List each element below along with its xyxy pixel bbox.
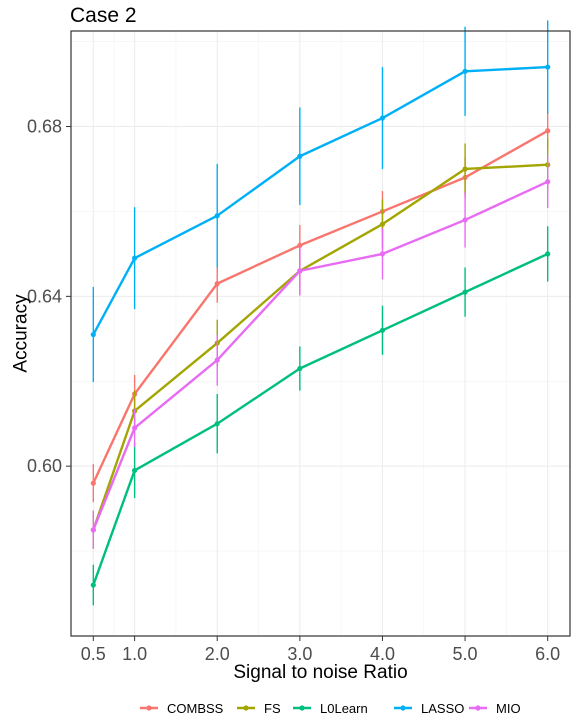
data-point-combss (297, 242, 303, 249)
x-tick-label: 1.0 (122, 644, 147, 664)
plot-grid (71, 31, 570, 636)
data-point-l0learn (379, 327, 386, 333)
x-tick-label: 3.0 (287, 644, 312, 664)
legend-item-l0learn: L0Learn (293, 701, 368, 716)
data-point-fs (379, 221, 386, 227)
series-l0learn (90, 226, 551, 606)
series-line-mio (92, 180, 549, 531)
data-point-lasso (462, 68, 468, 74)
series-mio (90, 155, 551, 549)
data-point-fs (462, 166, 468, 172)
legend-key-point-mio (475, 705, 481, 711)
legend-label-l0learn: L0Learn (320, 701, 368, 716)
y-tick-label: 0.60 (27, 456, 62, 476)
x-tick-label: 6.0 (535, 644, 560, 664)
legend-label-lasso: LASSO (421, 701, 464, 716)
series-line-lasso (92, 65, 548, 336)
data-point-combss (90, 480, 96, 486)
plot-panel-border (70, 30, 571, 637)
y-axis: 0.60 0.64 0.68 (27, 117, 71, 476)
legend-label-mio: MIO (496, 701, 521, 716)
legend-label-combss: COMBSS (167, 701, 224, 716)
data-point-mio (132, 425, 138, 431)
x-tick-label: 4.0 (370, 644, 395, 664)
legend-item-fs: FS (237, 701, 281, 716)
data-point-lasso (545, 64, 551, 70)
legend-item-lasso: LASSO (394, 701, 464, 716)
legend-key-point-combss (146, 705, 152, 711)
chart-title: Case 2 (70, 4, 137, 27)
data-point-l0learn (462, 289, 468, 295)
data-point-l0learn (545, 251, 551, 257)
data-point-l0learn (297, 365, 303, 372)
data-point-mio (462, 217, 468, 223)
data-point-lasso (379, 115, 386, 121)
series-lasso (90, 20, 551, 383)
data-point-lasso (132, 255, 138, 261)
series-combss (90, 111, 551, 503)
data-point-l0learn (90, 582, 96, 588)
legend-label-fs: FS (264, 701, 281, 716)
data-point-mio (214, 357, 220, 363)
data-point-lasso (214, 213, 220, 219)
data-point-mio (297, 268, 303, 274)
series-line-fs (92, 163, 548, 531)
legend-item-mio: MIO (469, 701, 521, 716)
x-axis: 0.5 1.0 2.0 3.0 4.0 5.0 6.0 (81, 636, 560, 664)
data-point-lasso (90, 331, 96, 338)
data-point-mio (379, 251, 386, 257)
series-line-l0learn (92, 252, 549, 586)
legend-item-combss: COMBSS (140, 701, 224, 716)
data-point-combss (214, 281, 220, 287)
y-axis-title: Accuracy (11, 294, 32, 373)
data-point-combss (545, 128, 551, 134)
series-fs (90, 138, 551, 549)
x-axis-title: Signal to noise Ratio (233, 662, 407, 683)
x-tick-label: 2.0 (205, 644, 230, 664)
x-tick-label: 5.0 (453, 644, 478, 664)
x-tick-label: 0.5 (81, 644, 106, 664)
y-tick-label: 0.64 (27, 286, 62, 306)
data-point-mio (545, 179, 551, 185)
series-line-combss (92, 129, 549, 484)
legend: COMBSS FS L0Learn LASSO MIO (140, 701, 521, 716)
y-tick-label: 0.68 (27, 117, 62, 137)
data-point-l0learn (214, 421, 220, 427)
data-point-l0learn (132, 467, 138, 474)
data-point-lasso (297, 153, 303, 159)
legend-key-point-lasso (400, 705, 406, 711)
legend-key-point-l0learn (299, 705, 305, 711)
legend-key-point-fs (243, 705, 249, 711)
data-point-mio (90, 527, 96, 533)
series-layer (90, 20, 551, 606)
